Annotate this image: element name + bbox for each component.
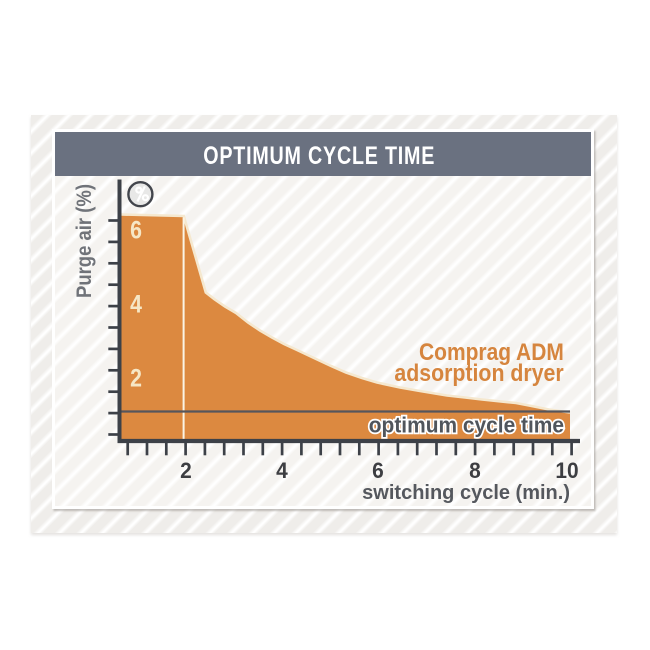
svg-text:optimum cycle time: optimum cycle time — [369, 412, 564, 438]
